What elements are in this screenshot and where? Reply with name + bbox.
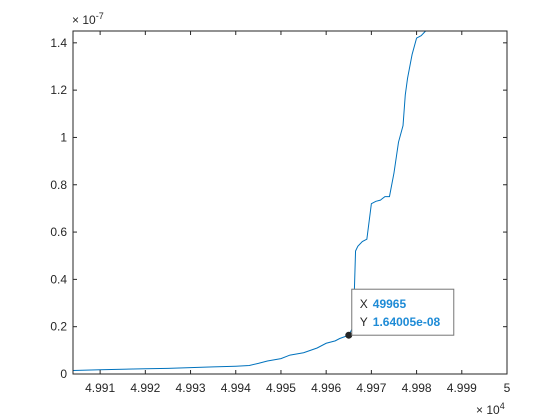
x-tick-label: 5: [504, 381, 511, 395]
x-tick-label: 4.997: [356, 381, 386, 395]
x-tick-label: 4.999: [447, 381, 477, 395]
axes-box: [72, 30, 508, 375]
y-tick-label: 1: [60, 130, 67, 144]
tick-labels: 4.991 4.992 4.993 4.994 4.995 4.996 4.997 4.998…: [50, 36, 510, 395]
y-exponent-label: × 10-7: [72, 11, 104, 27]
datatip[interactable]: X 49965 Y 1.64005e-08: [345, 288, 455, 339]
datatip-y-key: Y: [360, 315, 368, 329]
y-tick-label: 0.6: [50, 225, 67, 239]
axis-ticks: [73, 31, 508, 375]
x-tick-label: 4.993: [176, 381, 206, 395]
datatip-y-value: 1.64005e-08: [373, 315, 441, 329]
x-tick-label: 4.992: [130, 381, 160, 395]
y-tick-label: 0: [60, 367, 67, 381]
y-tick-label: 1.4: [50, 36, 67, 50]
x-tick-label: 4.994: [221, 381, 251, 395]
x-exponent-label: × 104: [476, 401, 505, 417]
y-tick-label: 0.8: [50, 178, 67, 192]
datatip-x-value: 49965: [373, 297, 407, 311]
series-layer: [72, 30, 426, 371]
datatip-box: [351, 288, 455, 336]
x-tick-label: 4.996: [311, 381, 341, 395]
y-tick-label: 1.2: [50, 83, 67, 97]
x-tick-label: 4.998: [402, 381, 432, 395]
datatip-x-key: X: [360, 297, 368, 311]
series-line-1: [72, 30, 426, 371]
y-tick-label: 0.2: [50, 320, 67, 334]
x-tick-label: 4.995: [266, 381, 296, 395]
y-tick-label: 0.4: [50, 272, 67, 286]
datatip-marker[interactable]: [345, 331, 353, 339]
x-tick-label: 4.991: [85, 381, 115, 395]
